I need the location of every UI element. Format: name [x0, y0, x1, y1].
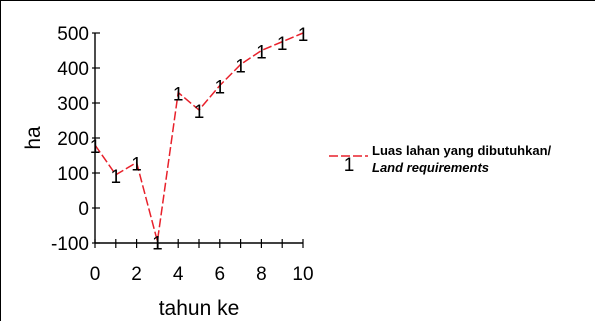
- data-point-marker: 1: [152, 233, 163, 254]
- data-point-marker: 1: [131, 155, 142, 176]
- data-point-marker: 1: [194, 102, 205, 123]
- y-tick-label: 500: [57, 24, 89, 45]
- x-axis-title: tahun ke: [159, 297, 240, 320]
- x-tick-label: 0: [90, 264, 101, 285]
- y-tick-label: 300: [57, 94, 89, 115]
- x-tick-label: 4: [173, 264, 184, 285]
- series-line: [94, 32, 304, 242]
- y-tick-label: 200: [57, 129, 89, 150]
- y-tick-label: -100: [51, 234, 89, 255]
- legend-marker: 1: [344, 155, 355, 176]
- x-tick-label: 2: [131, 264, 142, 285]
- y-tick-label: 100: [57, 164, 89, 185]
- x-tick-label: 6: [215, 264, 226, 285]
- data-point-marker: 1: [298, 25, 309, 46]
- data-point-marker: 1: [256, 43, 267, 64]
- legend-sample: 1: [329, 155, 368, 176]
- data-point-marker: 1: [90, 137, 101, 158]
- y-axis-title: ha: [22, 126, 45, 150]
- y-tick-label: 400: [57, 59, 89, 80]
- x-tick-label: 8: [256, 264, 267, 285]
- data-point-marker: 1: [173, 85, 184, 106]
- axes: [94, 33, 303, 244]
- data-point-marker: 1: [235, 57, 246, 78]
- legend-label-translation: Land requirements: [372, 160, 490, 175]
- data-point-marker: 1: [277, 34, 288, 55]
- x-tick-label: 10: [292, 264, 313, 285]
- y-tick-label: 0: [78, 199, 89, 220]
- data-point-marker: 1: [111, 167, 122, 188]
- legend-label: Luas lahan yang dibutuhkan/: [372, 143, 552, 158]
- data-point-marker: 1: [215, 78, 226, 99]
